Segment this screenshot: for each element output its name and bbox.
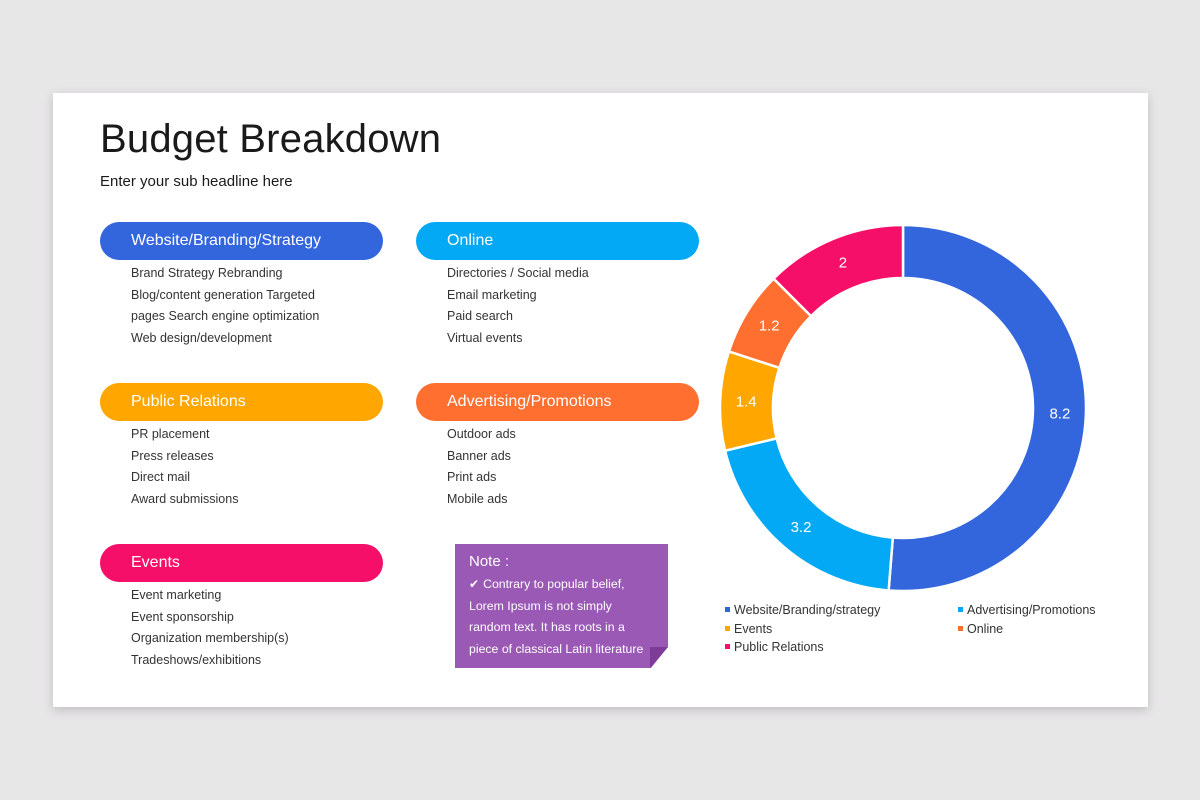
category-items: Brand Strategy Rebranding Blog/content g…: [100, 263, 383, 350]
legend-label: Events: [734, 621, 773, 636]
category-online: Online Directories / Social media Email …: [416, 222, 699, 350]
donut-slice-label-4: 2: [839, 254, 847, 271]
legend-swatch: [958, 625, 963, 631]
note-line: Contrary to popular belief,: [483, 577, 625, 591]
category-pill: Public Relations: [100, 383, 383, 421]
donut-slice-label-2: 1.4: [736, 393, 757, 410]
slide: Budget Breakdown Enter your sub headline…: [53, 93, 1148, 707]
category-public-relations: Public Relations PR placement Press rele…: [100, 383, 383, 511]
note-body: ✔ Contrary to popular belief, Lorem Ipsum…: [469, 574, 656, 661]
legend-label: Online: [967, 621, 1004, 636]
list-item: Award submissions: [131, 492, 239, 507]
legend-label: Public Relations: [734, 640, 824, 654]
category-advertising-promotions: Advertising/Promotions Outdoor ads Banne…: [416, 383, 699, 511]
donut-slice-label-3: 1.2: [759, 317, 780, 334]
legend-item-website: Website/Branding/strategy: [725, 601, 880, 620]
list-item: Mobile ads: [447, 492, 508, 507]
note-line: Lorem Ipsum is not simply: [469, 598, 612, 613]
list-item: Organization membership(s): [131, 631, 289, 646]
legend-item-public-relations: Public Relations: [725, 638, 880, 657]
donut-slice-label-0: 8.2: [1049, 406, 1070, 423]
legend-swatch: [958, 607, 963, 613]
page-title: Budget Breakdown: [100, 117, 442, 161]
legend-swatch: [725, 644, 730, 650]
list-item: PR placement: [131, 427, 210, 441]
category-items: PR placement Press releases Direct mail …: [100, 424, 383, 511]
list-item: pages Search engine optimization: [131, 309, 320, 324]
legend-label: Advertising/Promotions: [967, 603, 1096, 617]
legend-swatch: [725, 625, 730, 631]
list-item: Event sponsorship: [131, 609, 234, 624]
chart-legend-col-1: Website/Branding/strategy Events Public …: [725, 601, 880, 657]
legend-item-events: Events: [725, 620, 880, 639]
list-item: Event marketing: [131, 588, 222, 602]
note-card: Note : ✔ Contrary to popular belief, Lore…: [455, 544, 668, 668]
list-item: Banner ads: [447, 448, 511, 463]
chart-legend-col-2: Advertising/Promotions Online: [958, 601, 1096, 638]
list-item: Web design/development: [131, 331, 272, 346]
legend-item-online: Online: [958, 620, 1096, 639]
donut-slice-4: [771, 223, 905, 318]
note-line: piece of classical Latin literature: [469, 642, 644, 657]
donut-slice-label-1: 3.2: [791, 519, 812, 536]
budget-donut-chart: 8.2 3.2 1.4 1.2 2: [718, 223, 1088, 593]
category-pill: Advertising/Promotions: [416, 383, 699, 421]
legend-item-advertising: Advertising/Promotions: [958, 601, 1096, 620]
list-item: Virtual events: [447, 331, 523, 346]
list-item: Direct mail: [131, 470, 191, 485]
legend-swatch: [725, 607, 730, 613]
list-item: Tradeshows/exhibitions: [131, 653, 262, 668]
donut-slice-1: [723, 436, 895, 592]
category-items: Directories / Social media Email marketi…: [416, 263, 699, 350]
donut-slice-0: [887, 223, 1088, 593]
list-item: Email marketing: [447, 287, 537, 302]
list-item: Outdoor ads: [447, 427, 516, 441]
category-pill: Website/Branding/Strategy: [100, 222, 383, 260]
category-items: Event marketing Event sponsorship Organi…: [100, 585, 383, 672]
category-events: Events Event marketing Event sponsorship…: [100, 544, 383, 672]
category-pill: Online: [416, 222, 699, 260]
page-subtitle: Enter your sub headline here: [100, 173, 293, 190]
list-item: Blog/content generation Targeted: [131, 287, 315, 302]
category-items: Outdoor ads Banner ads Print ads Mobile …: [416, 424, 699, 511]
note-line: random text. It has roots in a: [469, 620, 625, 635]
category-website-branding: Website/Branding/Strategy Brand Strategy…: [100, 222, 383, 350]
list-item: Paid search: [447, 309, 514, 324]
category-pill: Events: [100, 544, 383, 582]
list-item: Press releases: [131, 448, 214, 463]
list-item: Brand Strategy Rebranding: [131, 266, 283, 280]
check-icon: ✔: [469, 577, 480, 591]
list-item: Directories / Social media: [447, 266, 589, 280]
note-title: Note :: [469, 553, 510, 570]
legend-label: Website/Branding/strategy: [734, 603, 881, 617]
list-item: Print ads: [447, 470, 497, 485]
